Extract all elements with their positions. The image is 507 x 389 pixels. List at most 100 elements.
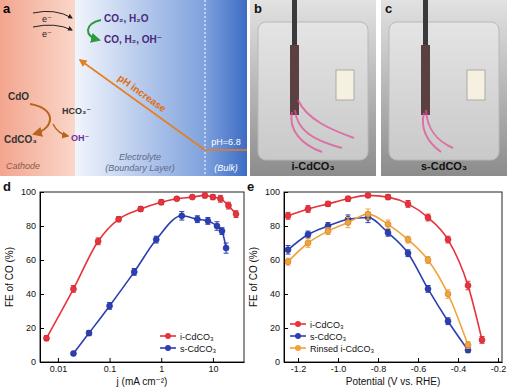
data-point: [305, 240, 311, 246]
data-point: [325, 201, 331, 207]
error-bar: [386, 195, 391, 200]
error-bar: [154, 236, 159, 243]
tick-mark: [338, 358, 339, 362]
pink-streak: [295, 110, 342, 148]
tick: 40: [26, 289, 44, 299]
electron-arrow: [33, 25, 72, 30]
data-point: [479, 337, 485, 343]
panel-label: b: [254, 1, 262, 16]
axis: 020406080100: [265, 187, 288, 367]
data-point: [405, 237, 411, 243]
legend: i-CdCO₃s-CdCO₃Rinsed i-CdCO₃: [290, 320, 375, 354]
tick: 10: [208, 358, 218, 374]
species-label: CdCO₃: [4, 134, 37, 145]
error-bar: [306, 239, 311, 248]
error-cap: [366, 219, 371, 220]
electrode: [421, 45, 430, 115]
error-bar: [446, 290, 451, 299]
diagram: ae⁻e⁻CO₂, H₂OCO, H₂, OH⁻pH increasepH=6.…: [0, 0, 247, 176]
cathode-region: [0, 0, 75, 176]
axis-line: [284, 193, 285, 363]
tick-mark: [58, 358, 59, 362]
data-point: [223, 245, 229, 251]
pink-streak: [298, 100, 354, 138]
data-point: [445, 318, 451, 324]
tick-mark: [498, 358, 499, 362]
error-bar: [286, 246, 291, 255]
tick: 0.1: [104, 358, 117, 374]
chart: [284, 192, 502, 362]
error-bar: [179, 212, 184, 221]
hydroxide-arrow: [53, 124, 68, 136]
data-point: [405, 250, 411, 256]
photo-background: [381, 0, 507, 176]
data-point: [158, 199, 164, 205]
panel-label: a: [3, 1, 11, 16]
panel-label: c: [385, 1, 392, 16]
data-point: [345, 220, 351, 226]
tick-label: 100: [265, 187, 280, 197]
photo-background: [250, 0, 376, 176]
tick: 100: [21, 187, 44, 197]
tick: -0.4: [451, 358, 467, 374]
data-point: [153, 237, 159, 243]
plot-frame: [284, 192, 502, 362]
error-bar: [44, 336, 49, 341]
legend-marker: [295, 321, 301, 327]
electrode-holder: [423, 0, 428, 50]
error-bar: [466, 342, 471, 349]
product-arrow: [88, 20, 101, 40]
tick: 0: [31, 357, 44, 367]
series-line: [288, 214, 468, 345]
tick-label: -0.6: [411, 364, 427, 374]
pink-streak: [423, 113, 441, 152]
axis-line: [40, 193, 41, 363]
data-point: [305, 232, 311, 238]
error-cap: [214, 221, 219, 222]
error-bar: [306, 206, 311, 213]
error-bar: [406, 236, 411, 243]
data-point: [202, 192, 208, 198]
error-bar: [346, 196, 351, 201]
data-point: [225, 203, 231, 209]
error-bar: [233, 211, 238, 218]
error-bar: [210, 195, 215, 200]
error-bar: [87, 331, 92, 336]
tick-label: 40: [26, 289, 36, 299]
data-point: [70, 286, 76, 292]
tick-mark: [284, 294, 288, 295]
panel-label: e: [247, 179, 254, 194]
glass-cell: [389, 22, 499, 160]
tick-mark: [298, 358, 299, 362]
error-cap: [286, 245, 291, 246]
tick-mark: [458, 358, 459, 362]
tick: -0.2: [491, 358, 507, 374]
data-point: [425, 215, 431, 221]
electron-arrow: [33, 11, 72, 18]
species-label: OH⁻: [71, 133, 90, 143]
error-cap: [446, 298, 451, 299]
tick: 0.01: [50, 358, 68, 374]
tick-label: 100: [21, 187, 36, 197]
error-bar: [132, 269, 137, 276]
data-point: [285, 247, 291, 253]
data-point: [365, 192, 371, 198]
error-cap: [446, 289, 451, 290]
plot-area: [43, 192, 239, 356]
electron-label: e⁻: [42, 29, 52, 39]
data-point: [116, 216, 122, 222]
data-point: [385, 194, 391, 200]
axis-line: [41, 362, 245, 363]
error-cap: [346, 227, 351, 228]
region-label: Electrolyte: [119, 152, 161, 162]
species-label: HCO₃⁻: [62, 106, 91, 116]
tick-mark: [284, 192, 288, 193]
data-point: [233, 211, 239, 217]
tick-mark: [418, 358, 419, 362]
tick: 20: [270, 323, 288, 333]
plot-frame: [40, 192, 244, 362]
product-label: CO₂, H₂O: [104, 13, 149, 24]
error-cap: [306, 238, 311, 239]
error-bar: [205, 218, 210, 225]
error-cap: [386, 220, 391, 221]
